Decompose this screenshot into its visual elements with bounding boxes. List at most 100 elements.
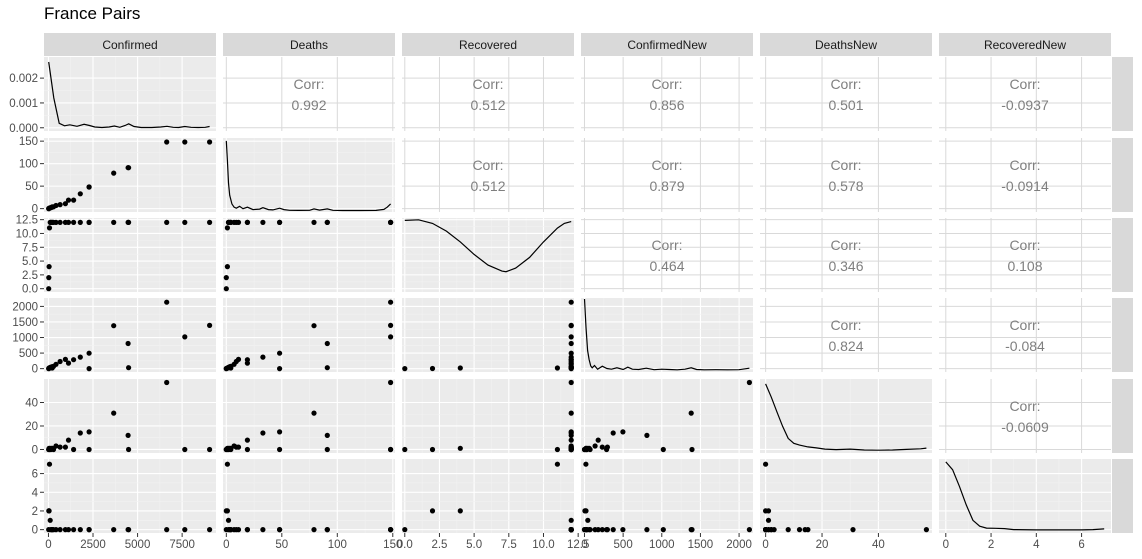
x-tick-label: 7.5 xyxy=(501,539,517,551)
y-tick-label: 5.0 xyxy=(22,256,38,268)
x-tick-label: 2 xyxy=(988,539,994,551)
panel xyxy=(402,459,574,533)
panel-background xyxy=(939,379,1111,453)
panel xyxy=(581,459,753,533)
y-tick-label: 0 xyxy=(32,444,38,456)
y-tick-label: 0.000 xyxy=(9,123,38,135)
panel-background xyxy=(760,459,932,533)
panel xyxy=(760,459,932,533)
column-strip-label: DeathsNew xyxy=(815,38,877,52)
scatter-point xyxy=(457,445,463,451)
scatter-point xyxy=(47,517,53,523)
panel xyxy=(223,379,395,453)
panel xyxy=(402,218,574,292)
y-tick-label: 7.5 xyxy=(22,242,38,254)
scatter-point xyxy=(584,446,590,453)
y-tick-label: 0 xyxy=(32,204,38,216)
scatter-point xyxy=(111,219,117,225)
scatter-point xyxy=(53,219,59,225)
panel: Corr: 0.824 xyxy=(760,298,932,372)
scatter-point xyxy=(207,219,213,225)
panel-background xyxy=(760,218,932,292)
scatter-point xyxy=(260,430,266,436)
scatter-point xyxy=(65,360,72,366)
panel xyxy=(223,138,395,212)
scatter-point xyxy=(46,508,52,514)
scatter-point xyxy=(164,527,170,533)
scatter-point xyxy=(554,365,561,371)
y-tick-label: 100 xyxy=(19,159,38,171)
scatter-point xyxy=(402,366,408,372)
scatter-point xyxy=(595,527,601,533)
scatter-point xyxy=(71,357,77,363)
scatter-point xyxy=(223,275,229,281)
scatter-point xyxy=(592,443,598,449)
density-curve xyxy=(583,298,750,371)
y-tick-label: 0.002 xyxy=(9,73,38,85)
panel-background xyxy=(223,57,395,131)
scatter-point xyxy=(595,437,601,443)
scatter-point xyxy=(53,361,59,367)
scatter-point xyxy=(568,334,574,340)
scatter-point xyxy=(244,437,250,443)
scatter-point xyxy=(324,432,330,438)
scatter-point xyxy=(765,508,772,514)
scatter-point xyxy=(388,527,394,533)
scatter-point xyxy=(244,219,250,225)
panel xyxy=(44,138,216,212)
y-tick-label: 2 xyxy=(32,506,38,518)
panel-background xyxy=(223,218,395,292)
y-tick-label: 500 xyxy=(19,348,38,360)
scatter-point xyxy=(182,334,188,340)
x-tick-label: 5.0 xyxy=(466,539,482,551)
scatter-point xyxy=(164,299,170,305)
scatter-point xyxy=(228,446,234,453)
corr-label: Corr: xyxy=(830,317,861,333)
y-tick-label: 6 xyxy=(32,469,38,481)
x-tick-label: 0 xyxy=(581,539,587,551)
scatter-point xyxy=(125,340,131,347)
scatter-point xyxy=(126,165,132,171)
x-tick-label: 6 xyxy=(1078,539,1084,551)
panel xyxy=(44,298,216,372)
y-tick-label: 1500 xyxy=(12,317,38,329)
scatter-point xyxy=(568,437,574,443)
scatter-point xyxy=(604,527,610,533)
corr-label: Corr: xyxy=(1009,157,1040,173)
scatter-point xyxy=(235,527,242,533)
x-tick-label: 0 xyxy=(223,539,229,551)
x-tick-label: 2000 xyxy=(726,539,752,551)
density-curve xyxy=(765,383,927,451)
scatter-point xyxy=(765,517,772,523)
scatter-point xyxy=(244,527,250,533)
scatter-point xyxy=(53,443,59,449)
scatter-point xyxy=(224,225,230,231)
scatter-point xyxy=(688,410,694,416)
corr-label: Corr: xyxy=(830,157,861,173)
scatter-point xyxy=(260,354,266,360)
y-tick-label: 4 xyxy=(32,487,39,499)
panel: Corr: -0.0914 xyxy=(939,138,1111,212)
y-tick-label: 0.001 xyxy=(9,98,38,110)
scatter-point xyxy=(388,322,394,328)
x-tick-label: 150 xyxy=(383,539,402,551)
panel: Corr: 0.856 xyxy=(581,57,753,131)
scatter-point xyxy=(402,527,408,533)
panel-background xyxy=(939,218,1111,292)
scatter-point xyxy=(568,446,574,453)
panel-background xyxy=(402,379,574,453)
panel xyxy=(44,57,216,131)
scatter-point xyxy=(388,219,394,225)
scatter-point xyxy=(568,527,574,533)
scatter-point xyxy=(57,219,63,225)
scatter-point xyxy=(71,197,77,203)
scatter-point xyxy=(311,527,317,533)
scatter-point xyxy=(388,446,394,453)
corr-value: 0.501 xyxy=(828,97,863,113)
corr-label: Corr: xyxy=(830,76,861,92)
corr-value: 0.992 xyxy=(291,97,326,113)
scatter-point xyxy=(62,201,68,207)
scatter-point xyxy=(568,410,574,416)
panel xyxy=(44,379,216,453)
scatter-point xyxy=(86,219,92,225)
